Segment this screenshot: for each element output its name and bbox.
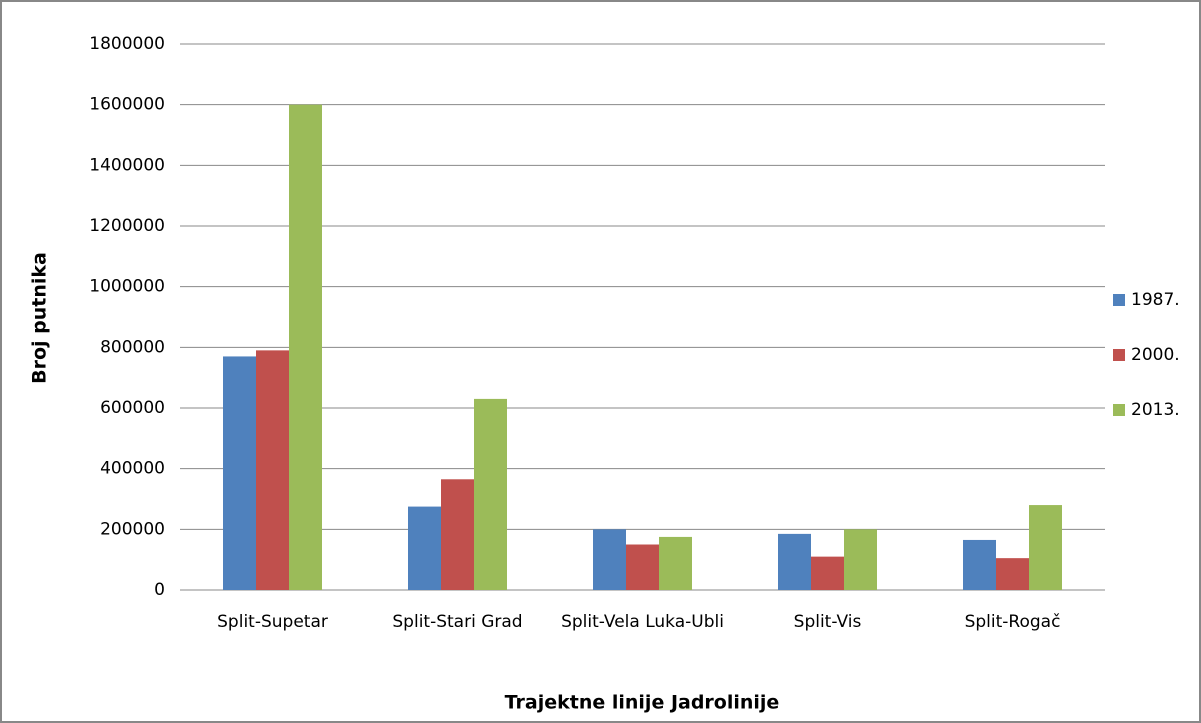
bar xyxy=(963,539,996,590)
legend-swatch xyxy=(1113,294,1125,306)
legend-swatch xyxy=(1113,349,1125,361)
x-axis-title: Trajektne linije Jadrolinije xyxy=(505,692,780,714)
legend-label: 1987. xyxy=(1131,290,1180,310)
y-tick-label: 1200000 xyxy=(89,216,165,236)
bar xyxy=(1029,505,1062,590)
bar xyxy=(659,536,692,590)
legend-swatch xyxy=(1113,404,1125,416)
x-tick-label: Split-Supetar xyxy=(217,612,328,632)
bar xyxy=(474,398,507,590)
legend-label: 2000. xyxy=(1131,345,1180,365)
bar xyxy=(441,479,474,590)
y-tick-label: 1000000 xyxy=(89,277,165,297)
bar xyxy=(778,533,811,590)
x-tick-label: Split-Vis xyxy=(794,612,862,632)
y-tick-label: 1400000 xyxy=(89,155,165,175)
y-tick-label: 200000 xyxy=(100,519,165,539)
y-tick-label: 400000 xyxy=(100,459,165,479)
x-tick-label: Split-Stari Grad xyxy=(392,612,522,632)
y-tick-label: 800000 xyxy=(100,337,165,357)
bar xyxy=(844,529,877,590)
y-tick-label: 600000 xyxy=(100,398,165,418)
bar xyxy=(626,544,659,590)
bar xyxy=(811,556,844,590)
x-tick-label: Split-Rogač xyxy=(965,612,1061,632)
y-tick-label: 1800000 xyxy=(89,34,165,54)
bar xyxy=(223,356,256,590)
legend-label: 2013. xyxy=(1131,400,1180,420)
y-tick-label: 1600000 xyxy=(89,95,165,115)
bar xyxy=(593,529,626,590)
y-axis-title: Broj putnika xyxy=(29,252,51,384)
x-tick-label: Split-Vela Luka-Ubli xyxy=(561,612,724,632)
bar xyxy=(289,104,322,591)
bar xyxy=(256,350,289,590)
bar xyxy=(996,558,1029,590)
bar xyxy=(408,506,441,590)
y-tick-label: 0 xyxy=(154,580,165,600)
